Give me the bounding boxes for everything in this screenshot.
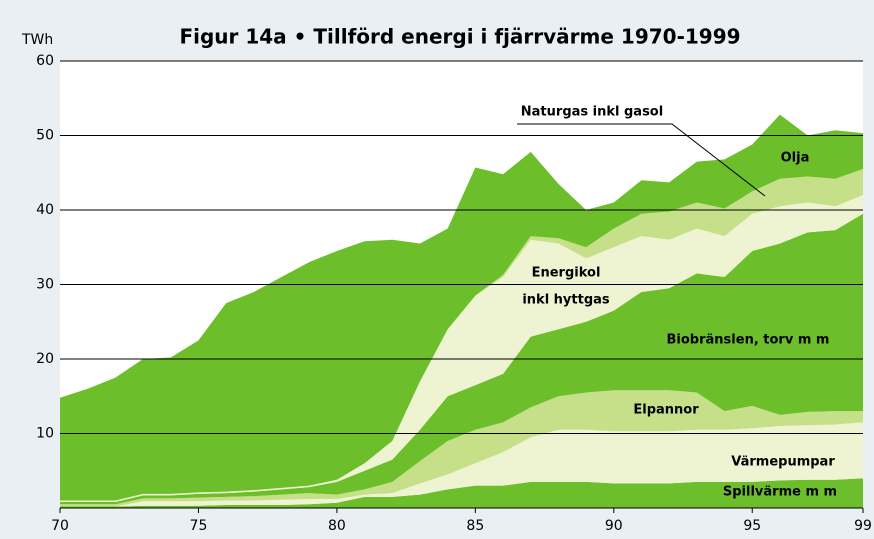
- x-tick-label: 75: [190, 518, 208, 534]
- annotation: Spillvärme m m: [723, 485, 837, 500]
- annotation: Olja: [781, 151, 810, 166]
- x-tick-label: 95: [743, 518, 761, 534]
- annotation: Värmepumpar: [731, 455, 835, 470]
- y-tick-label: 40: [36, 202, 54, 218]
- x-tick-label: 70: [51, 518, 69, 534]
- area: [60, 422, 863, 507]
- area: [60, 169, 863, 501]
- y-tick-label: 60: [36, 53, 54, 69]
- y-tick-label: 30: [36, 277, 54, 293]
- annotation: inkl hyttgas: [522, 293, 610, 308]
- x-tick-label: 99: [854, 518, 872, 534]
- x-tick-label: 85: [466, 518, 484, 534]
- y-tick-label: 50: [36, 128, 54, 144]
- annotation: Elpannor: [633, 403, 699, 418]
- area: [60, 478, 863, 508]
- annotation: Naturgas inkl gasol: [521, 105, 663, 120]
- chart-title: Figur 14a • Tillförd energi i fjärrvärme…: [179, 25, 740, 49]
- leader-line: [517, 123, 766, 197]
- x-tick-label: 80: [328, 518, 346, 534]
- annotation: Biobränslen, torv m m: [667, 333, 830, 348]
- annotation: Energikol: [532, 266, 601, 281]
- area: [60, 390, 863, 507]
- area: [60, 195, 863, 503]
- y-axis-label: TWh: [21, 32, 53, 48]
- y-tick-label: 20: [36, 351, 54, 367]
- y-tick-label: 10: [36, 426, 54, 442]
- x-tick-label: 90: [605, 518, 623, 534]
- area: [60, 114, 863, 501]
